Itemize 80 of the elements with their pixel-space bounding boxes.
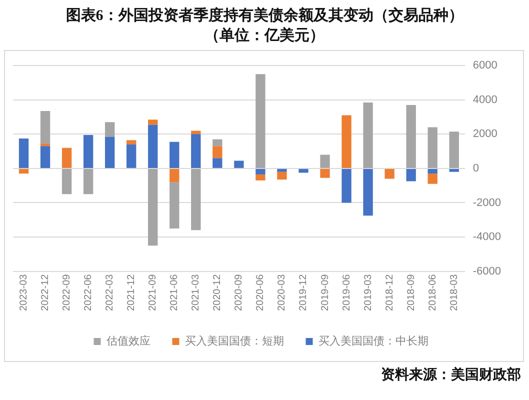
bar <box>62 168 72 194</box>
bar <box>342 115 352 168</box>
x-tick-label: 2019-06 <box>341 274 352 312</box>
y-tick-label: 6000 <box>472 60 498 72</box>
bar <box>406 168 416 182</box>
x-tick-label: 2022-12 <box>40 274 52 312</box>
bar <box>212 158 222 168</box>
bar <box>449 132 459 168</box>
bar <box>256 174 266 180</box>
x-tick-label: 2020-12 <box>212 274 224 312</box>
bar <box>62 148 72 168</box>
chart-title: 图表6：外国投资者季度持有美债余额及其变动（交易品种） <box>64 6 464 26</box>
x-tick-label: 2021-09 <box>148 274 159 312</box>
legend-label: 买入美国国债：短期 <box>184 334 284 348</box>
y-tick-label: -6000 <box>472 265 502 278</box>
bar <box>18 138 29 168</box>
x-tick-label: 2020-06 <box>255 274 266 312</box>
y-tick-label: 2000 <box>472 128 498 140</box>
bar <box>428 168 438 174</box>
bar <box>148 120 158 125</box>
bar <box>363 102 373 168</box>
bar <box>83 168 94 194</box>
bar <box>170 142 180 168</box>
bar <box>342 168 352 203</box>
bar <box>148 168 158 246</box>
y-tick-label: -2000 <box>472 196 502 209</box>
bar <box>449 168 459 172</box>
x-tick-label: 2021-12 <box>126 274 138 312</box>
x-tick-label: 2019-03 <box>362 274 374 312</box>
x-tick-label: 2021-03 <box>190 274 202 312</box>
bar <box>170 182 180 228</box>
bar <box>104 136 115 168</box>
x-tick-label: 2018-09 <box>406 274 417 312</box>
bar <box>170 168 180 182</box>
y-tick-label: 4000 <box>472 94 498 106</box>
bar <box>40 146 50 168</box>
x-tick-label: 2022-06 <box>83 274 94 312</box>
x-tick-label: 2022-03 <box>104 274 116 312</box>
x-tick-label: 2018-06 <box>427 274 438 312</box>
bar <box>212 146 222 158</box>
bar <box>126 144 136 168</box>
bar <box>406 105 416 168</box>
bar <box>428 127 438 168</box>
text: 资料来源：美国财政部 <box>381 366 521 385</box>
bar <box>148 124 158 168</box>
x-tick-label: 2019-09 <box>320 274 331 312</box>
bar <box>40 144 50 146</box>
bar <box>212 139 222 146</box>
bar <box>234 160 244 168</box>
bar <box>256 74 266 168</box>
chart-subtitle: （单位：亿美元） <box>204 26 326 46</box>
bar <box>126 140 136 144</box>
bar <box>277 172 287 180</box>
legend-label: 买入美国国债：中长期 <box>318 334 428 348</box>
bar <box>384 168 394 179</box>
bar <box>320 154 330 168</box>
bar <box>298 168 308 173</box>
x-tick-label: 2020-09 <box>234 274 245 312</box>
x-tick-label: 2022-09 <box>62 274 73 312</box>
bar <box>256 168 266 174</box>
x-tick-label: 2021-06 <box>169 274 180 312</box>
bar <box>40 111 50 144</box>
x-tick-label: 2020-03 <box>276 274 288 312</box>
x-tick-label: 2023-03 <box>18 274 30 312</box>
bar <box>320 168 330 178</box>
y-tick-label: 0 <box>472 162 479 174</box>
bar <box>18 168 29 174</box>
bar <box>428 174 438 184</box>
x-tick-label: 2018-03 <box>448 274 460 312</box>
bar <box>191 130 201 134</box>
bar <box>104 122 115 137</box>
legend-label: 估值效应 <box>106 334 150 348</box>
x-tick-label: 2018-12 <box>384 274 396 312</box>
bar <box>191 168 201 230</box>
bar <box>363 168 373 216</box>
bar <box>83 135 94 168</box>
y-tick-label: -4000 <box>472 231 502 244</box>
x-tick-label: 2019-12 <box>298 274 310 312</box>
bar <box>277 168 287 172</box>
bar <box>191 134 201 168</box>
